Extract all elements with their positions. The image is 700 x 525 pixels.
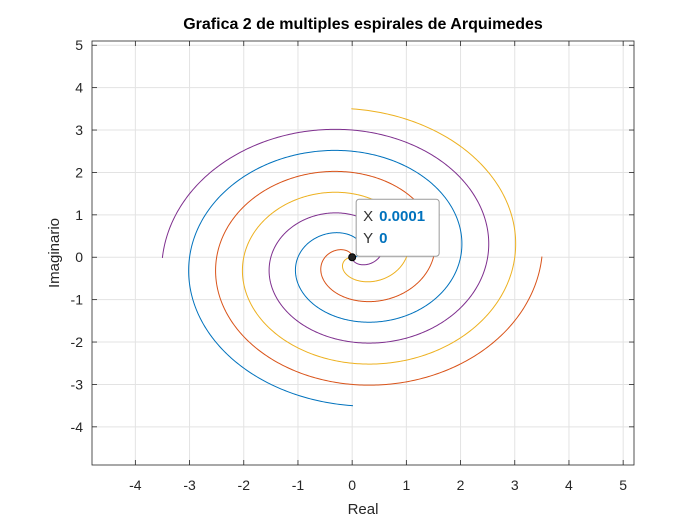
y-tick-label-9: 5 bbox=[75, 37, 83, 53]
y-tick-label-3: -1 bbox=[71, 292, 84, 308]
chart-title: Grafica 2 de multiples espirales de Arqu… bbox=[183, 16, 543, 33]
plot-frame bbox=[91, 40, 635, 466]
y-axis-label: Imaginario bbox=[46, 218, 63, 288]
ticks: -4 -3 -2 -1 0 1 2 3 4 5 -4 -3 -2 -1 0 1 2 3 4 5 bbox=[71, 37, 634, 493]
datatip-box bbox=[355, 198, 440, 257]
x-tick-label-9: 5 bbox=[619, 477, 627, 493]
y-tick-label-1: -3 bbox=[71, 376, 84, 392]
x-tick-label-3: -1 bbox=[292, 477, 305, 493]
x-tick-label-7: 3 bbox=[511, 477, 519, 493]
x-tick-label-2: -2 bbox=[238, 477, 251, 493]
y-tick-label-4: 0 bbox=[75, 249, 83, 265]
x-tick-label-1: -3 bbox=[183, 477, 196, 493]
y-tick-label-2: -2 bbox=[71, 334, 84, 350]
datatip-y-value: 0 bbox=[379, 230, 387, 247]
x-tick-label-0: -4 bbox=[129, 477, 142, 493]
x-axis-label: Real bbox=[348, 501, 379, 518]
datatip[interactable]: X 0.0001 Y 0 bbox=[348, 198, 440, 262]
y-tick-label-5: 1 bbox=[75, 207, 83, 223]
grid bbox=[92, 41, 634, 465]
y-tick-label-6: 2 bbox=[75, 164, 83, 180]
datatip-x-value: 0.0001 bbox=[379, 208, 425, 225]
y-tick-label-0: -4 bbox=[71, 419, 84, 435]
datatip-x-label: X bbox=[363, 208, 373, 225]
spiral-series-1 bbox=[188, 149, 463, 407]
datatip-marker[interactable] bbox=[348, 253, 357, 262]
spiral-series-3 bbox=[241, 108, 517, 365]
x-tick-label-6: 2 bbox=[457, 477, 465, 493]
x-tick-label-8: 4 bbox=[565, 477, 573, 493]
x-tick-label-5: 1 bbox=[402, 477, 410, 493]
x-tick-label-4: 0 bbox=[348, 477, 356, 493]
datatip-y-label: Y bbox=[363, 230, 373, 247]
y-tick-label-8: 4 bbox=[75, 80, 83, 96]
y-tick-label-7: 3 bbox=[75, 122, 83, 138]
